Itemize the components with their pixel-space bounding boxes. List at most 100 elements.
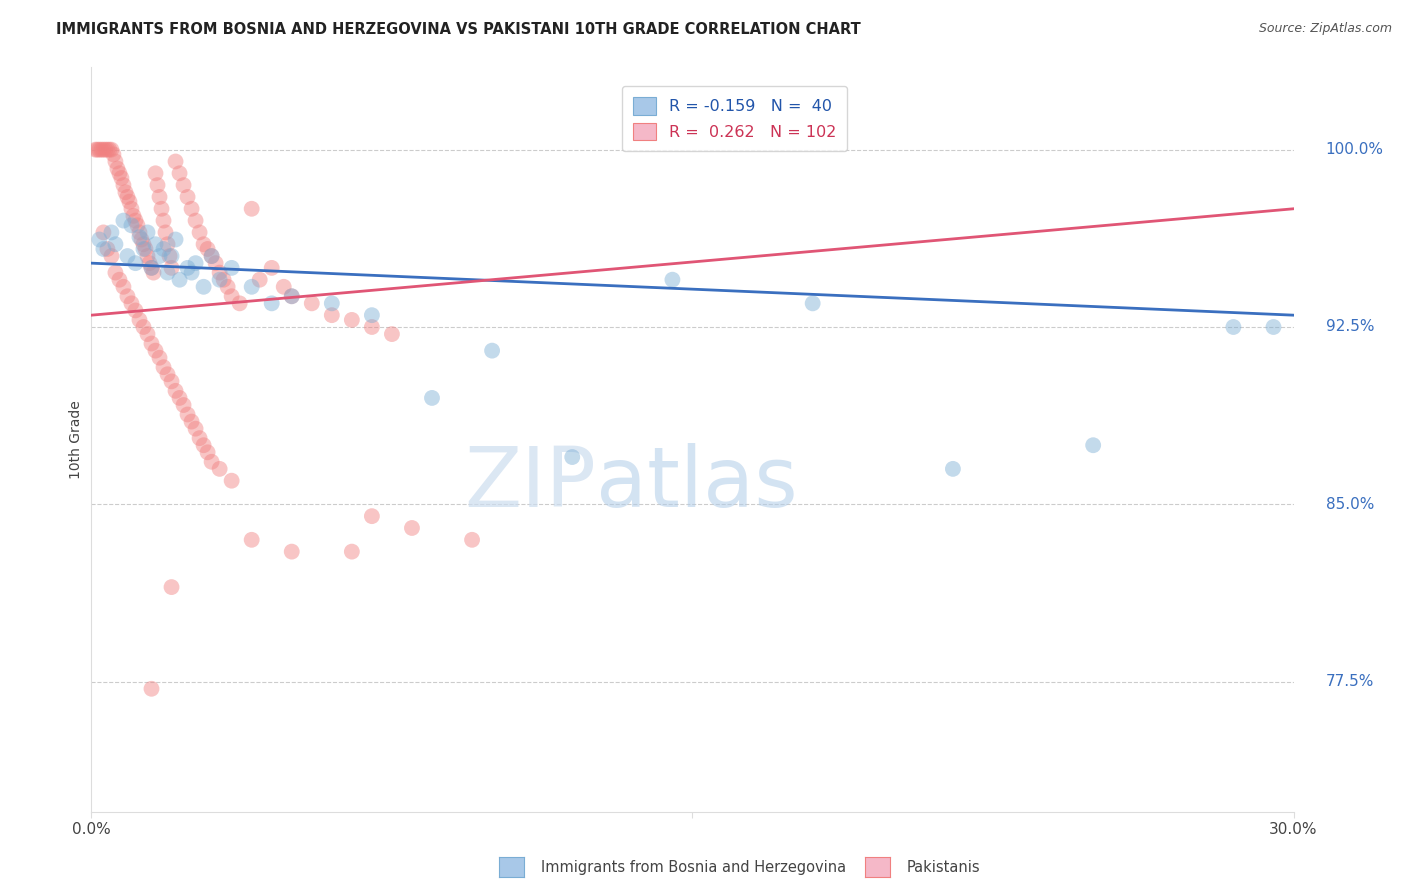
Point <box>165 384 187 398</box>
Point <box>145 237 167 252</box>
Point <box>176 408 198 422</box>
Point <box>801 296 824 310</box>
Point <box>160 249 183 263</box>
Point <box>141 336 163 351</box>
Point <box>114 185 136 199</box>
Point <box>204 256 226 270</box>
Point <box>86 143 108 157</box>
Point <box>420 391 443 405</box>
Text: 85.0%: 85.0% <box>1326 497 1374 512</box>
Y-axis label: 10th Grade: 10th Grade <box>69 400 83 479</box>
Point <box>118 194 141 209</box>
Point <box>141 260 163 275</box>
Point <box>281 289 304 303</box>
Point <box>221 260 243 275</box>
Point <box>124 303 146 318</box>
Point <box>240 280 263 294</box>
Point <box>104 154 127 169</box>
Point <box>260 296 283 310</box>
Point <box>100 226 122 240</box>
Point <box>124 213 146 227</box>
Point <box>117 249 139 263</box>
Point <box>165 233 187 247</box>
Point <box>138 256 160 270</box>
Point <box>152 242 174 256</box>
Point <box>89 233 111 247</box>
Text: 77.5%: 77.5% <box>1326 674 1374 690</box>
Point <box>142 266 165 280</box>
Point <box>141 260 163 275</box>
Text: Immigrants from Bosnia and Herzegovina: Immigrants from Bosnia and Herzegovina <box>541 860 846 874</box>
Point <box>169 273 191 287</box>
Point <box>201 249 224 263</box>
Point <box>89 143 111 157</box>
Point <box>184 256 207 270</box>
Point <box>96 242 118 256</box>
Point <box>240 202 263 216</box>
Text: IMMIGRANTS FROM BOSNIA AND HERZEGOVINA VS PAKISTANI 10TH GRADE CORRELATION CHART: IMMIGRANTS FROM BOSNIA AND HERZEGOVINA V… <box>56 22 860 37</box>
Point <box>90 143 112 157</box>
Point <box>281 289 304 303</box>
Point <box>107 161 129 176</box>
Point <box>100 143 122 157</box>
Point <box>112 178 135 193</box>
Point <box>360 509 382 524</box>
Point <box>173 178 195 193</box>
Point <box>273 280 295 294</box>
Point <box>321 308 343 322</box>
Point <box>141 681 163 696</box>
Point <box>208 266 231 280</box>
Point <box>96 143 118 157</box>
Point <box>197 445 219 459</box>
Point <box>93 226 115 240</box>
Point <box>148 249 170 263</box>
Point <box>461 533 484 547</box>
Point <box>201 455 224 469</box>
Point <box>128 230 150 244</box>
Point <box>180 266 202 280</box>
Point <box>93 242 115 256</box>
Point <box>176 260 198 275</box>
Text: Source: ZipAtlas.com: Source: ZipAtlas.com <box>1258 22 1392 36</box>
Point <box>146 178 169 193</box>
Point <box>108 166 131 180</box>
Point <box>128 313 150 327</box>
Point <box>173 398 195 412</box>
Point <box>124 256 146 270</box>
Point <box>121 202 143 216</box>
Point <box>193 237 215 252</box>
Point <box>98 143 121 157</box>
Point <box>360 308 382 322</box>
Point <box>93 143 115 157</box>
Point <box>136 249 159 263</box>
Point <box>94 143 117 157</box>
Point <box>193 438 215 452</box>
Point <box>136 327 159 342</box>
Point <box>212 273 235 287</box>
Point <box>104 237 127 252</box>
Point <box>148 190 170 204</box>
Point <box>155 226 177 240</box>
Point <box>160 580 183 594</box>
Point <box>121 296 143 310</box>
Point <box>240 533 263 547</box>
Point <box>188 226 211 240</box>
Point <box>180 202 202 216</box>
Point <box>100 249 122 263</box>
Point <box>148 351 170 365</box>
Point <box>104 266 127 280</box>
Point <box>381 327 404 342</box>
Text: Pakistanis: Pakistanis <box>907 860 980 874</box>
Point <box>321 296 343 310</box>
Point <box>197 242 219 256</box>
Point <box>103 147 125 161</box>
Point <box>112 280 135 294</box>
Point <box>156 237 179 252</box>
Point <box>145 343 167 358</box>
Point <box>1263 320 1285 334</box>
Point <box>340 313 363 327</box>
Text: atlas: atlas <box>596 443 799 524</box>
Point <box>165 154 187 169</box>
Point <box>217 280 239 294</box>
Point <box>112 213 135 227</box>
